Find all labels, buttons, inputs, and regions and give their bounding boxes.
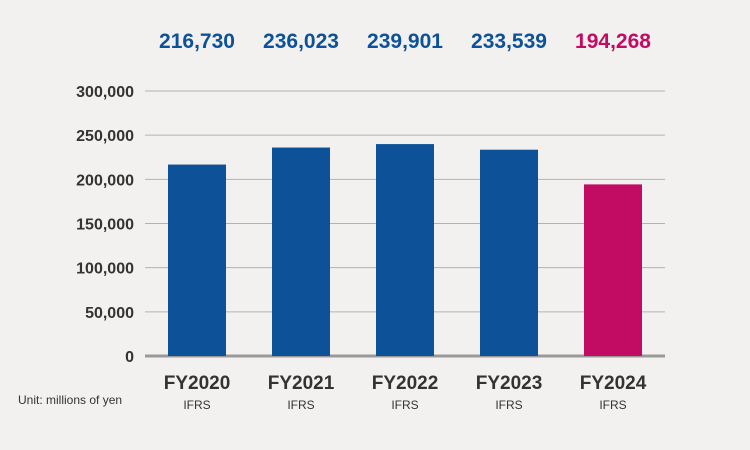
- category-sublabel-fy2020: IFRS: [183, 398, 210, 412]
- category-label-fy2020: FY2020: [164, 373, 231, 394]
- category-sublabel-fy2021: IFRS: [287, 398, 314, 412]
- y-tick-label: 100,000: [76, 261, 134, 278]
- bar-fy2024: [584, 184, 642, 356]
- y-tick-label: 300,000: [76, 84, 134, 101]
- y-tick-label: 250,000: [76, 128, 134, 145]
- value-label-fy2023: 233,539: [471, 30, 547, 53]
- x-axis-category-labels: FY2020 IFRS FY2021 IFRS FY2022 IFRS FY2023 IFRS…: [164, 373, 647, 412]
- value-label-fy2021: 236,023: [263, 30, 339, 53]
- y-tick-label: 50,000: [85, 305, 134, 322]
- y-tick-label: 150,000: [76, 217, 134, 234]
- category-label-fy2023: FY2023: [476, 373, 543, 394]
- value-label-fy2024: 194,268: [575, 30, 651, 53]
- bars: [168, 144, 642, 356]
- category-label-fy2021: FY2021: [268, 373, 335, 394]
- category-label-fy2022: FY2022: [372, 373, 439, 394]
- y-tick-label: 200,000: [76, 172, 134, 189]
- bar-fy2020: [168, 164, 226, 356]
- value-labels: 216,730 236,023 239,901 233,539 194,268: [159, 30, 651, 53]
- value-label-fy2022: 239,901: [367, 30, 443, 53]
- bar-fy2021: [272, 147, 330, 356]
- category-sublabel-fy2022: IFRS: [391, 398, 418, 412]
- category-sublabel-fy2023: IFRS: [495, 398, 522, 412]
- bar-fy2023: [480, 149, 538, 356]
- bar-fy2022: [376, 144, 434, 356]
- category-label-fy2024: FY2024: [580, 373, 647, 394]
- y-axis-tick-labels: 0 50,000 100,000 150,000 200,000 250,000 300,0…: [76, 84, 134, 366]
- y-tick-label: 0: [125, 349, 134, 366]
- unit-label: Unit: millions of yen: [18, 393, 122, 407]
- category-sublabel-fy2024: IFRS: [599, 398, 626, 412]
- value-label-fy2020: 216,730: [159, 30, 235, 53]
